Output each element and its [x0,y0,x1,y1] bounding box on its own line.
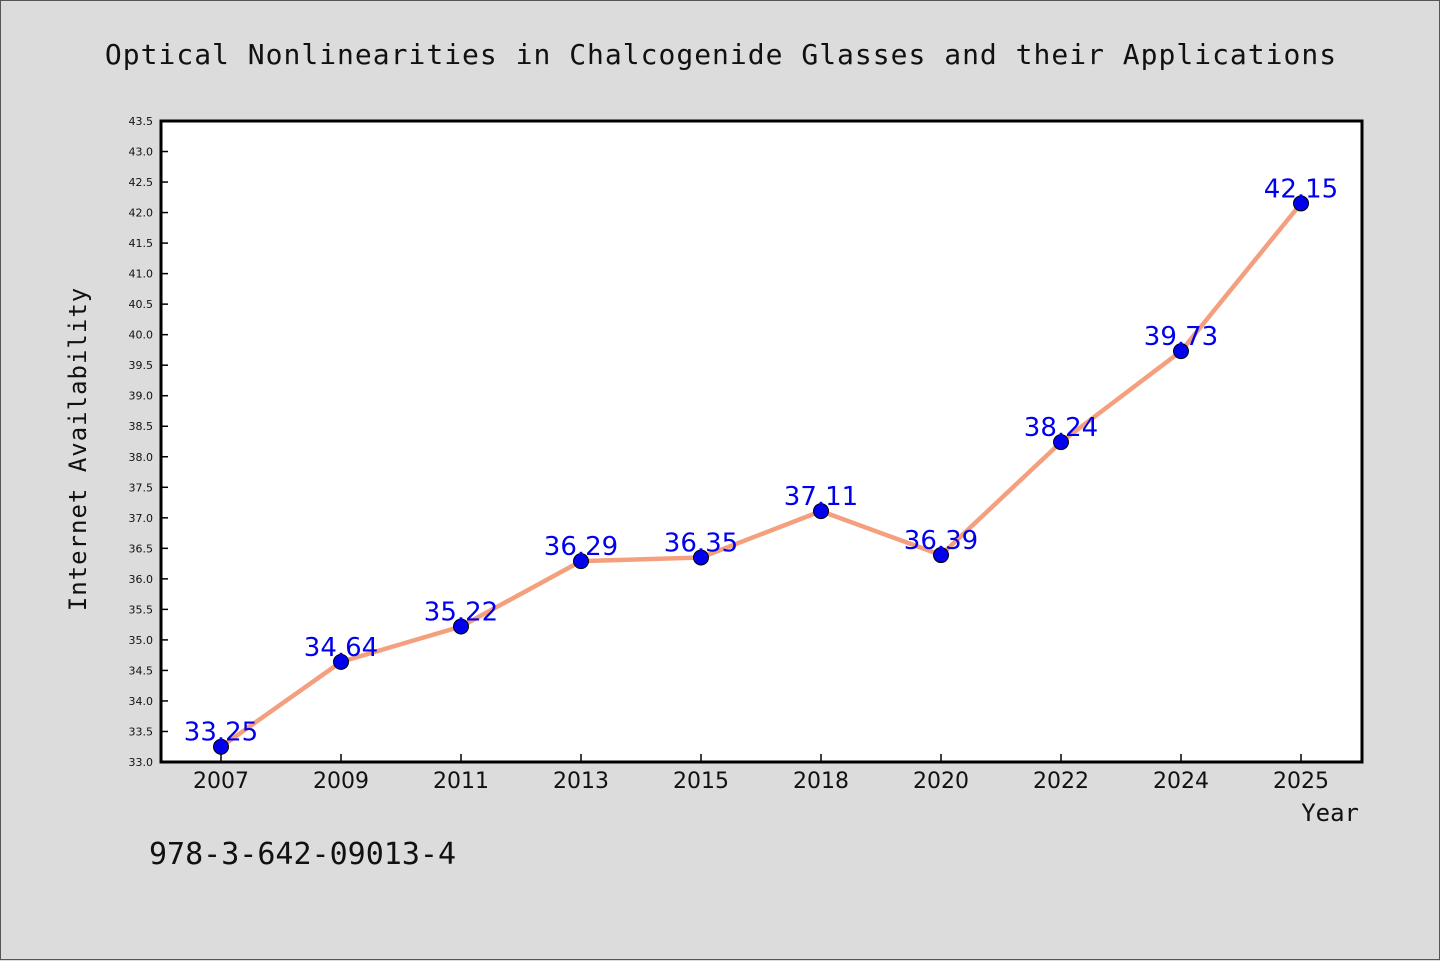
data-point [1293,195,1309,212]
y-tick-label: 40.0 [129,329,154,342]
x-tick-label: 2011 [433,769,489,794]
y-tick-label: 37.5 [129,481,154,494]
y-tick-label: 34.0 [129,695,154,708]
data-label: 42.15 [1264,174,1338,204]
data-label: 36.29 [544,532,618,562]
y-tick-label: 36.0 [129,573,154,586]
data-point [693,549,709,566]
data-label: 37.11 [784,482,858,512]
x-axis: 2007 2009 2011 2013 2015 2018 2020 2022 2024 2025 [193,754,1329,794]
y-tick-label: 39.5 [129,359,154,372]
y-tick-label: 43.0 [129,146,154,159]
isbn-footer: 978-3-642-09013-4 [149,837,457,872]
chart-title: Optical Nonlinearities in Chalcogenide G… [105,38,1337,71]
series-line [219,201,1303,749]
data-point [933,547,949,564]
data-point [213,738,229,755]
x-tick-label: 2024 [1153,769,1209,794]
x-tick-label: 2025 [1273,769,1329,794]
data-label: 36.39 [904,526,978,556]
x-tick-label: 2013 [553,769,609,794]
y-axis-label: Internet Availability [64,287,92,611]
y-tick-label: 37.0 [129,512,154,525]
x-tick-label: 2020 [913,769,969,794]
y-axis: 33.0 33.5 34.0 34.5 35.0 35.5 36.0 36.5 37.0 37.5… [129,115,168,769]
y-tick-label: 33.5 [129,725,154,738]
series-group: 33.25 34.64 35.22 36.29 36.35 37.11 36.39 38.24… [184,174,1338,755]
y-tick-label: 41.0 [129,268,154,281]
y-tick-label: 42.0 [129,207,154,220]
y-tick-label: 34.5 [129,664,154,677]
data-label: 38.24 [1024,413,1098,443]
data-point [813,503,829,520]
y-tick-label: 33.0 [129,756,154,769]
y-tick-label: 41.5 [129,237,154,250]
data-label: 33.25 [184,718,258,748]
y-tick-label: 35.5 [129,603,154,616]
data-point [1053,434,1069,451]
x-tick-label: 2015 [673,769,729,794]
y-tick-label: 39.0 [129,390,154,403]
x-tick-label: 2009 [313,769,369,794]
x-tick-label: 2007 [193,769,249,794]
x-tick-label: 2022 [1033,769,1089,794]
data-point [1173,343,1189,360]
y-tick-label: 42.5 [129,176,154,189]
data-label: 39.73 [1144,322,1218,352]
y-tick-label: 36.5 [129,542,154,555]
y-tick-label: 43.5 [129,115,154,128]
x-tick-label: 2018 [793,769,849,794]
data-point [573,553,589,570]
y-tick-label: 35.0 [129,634,154,647]
data-label: 35.22 [424,597,498,627]
y-tick-label: 38.5 [129,420,154,433]
data-point [333,653,349,670]
data-point [453,618,469,635]
y-tick-label: 38.0 [129,451,154,464]
data-label: 34.64 [304,633,378,663]
data-label: 36.35 [664,528,738,558]
x-axis-label: Year [1301,799,1359,827]
y-tick-label: 40.5 [129,298,154,311]
